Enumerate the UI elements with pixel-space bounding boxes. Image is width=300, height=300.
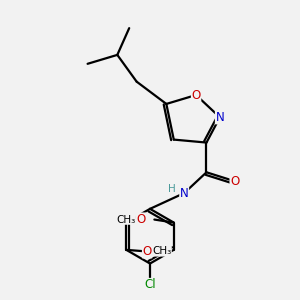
Text: N: N	[180, 187, 189, 200]
Text: O: O	[191, 88, 201, 101]
Text: CH₃: CH₃	[152, 246, 172, 256]
Text: N: N	[215, 111, 224, 124]
Text: Cl: Cl	[144, 278, 156, 291]
Text: H: H	[168, 184, 176, 194]
Text: O: O	[142, 245, 152, 258]
Text: CH₃: CH₃	[116, 214, 136, 224]
Text: O: O	[230, 175, 239, 188]
Text: O: O	[136, 213, 146, 226]
